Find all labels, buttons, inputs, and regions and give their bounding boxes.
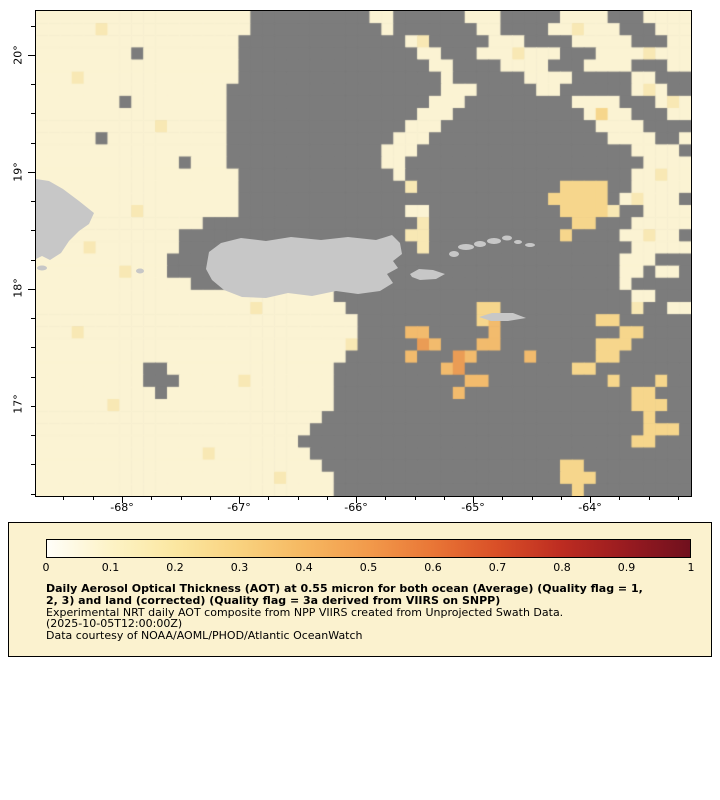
colorbar-tick: 0.5	[359, 561, 378, 574]
lat-axis-label: 19°	[11, 162, 25, 182]
lat-axis-label: 18°	[11, 278, 25, 298]
colorbar-tick: 0.8	[553, 561, 571, 574]
lat-tick-mark	[28, 288, 35, 290]
map-plot-area	[35, 10, 692, 497]
land-hispaniola	[36, 179, 94, 260]
land-virgin-island-1	[458, 244, 474, 250]
land-virgin-island-4	[502, 235, 512, 241]
lon-axis-label: -68°	[110, 501, 134, 514]
colorbar-tick-labels: 0 0.1 0.2 0.3 0.4 0.5 0.6 0.7 0.8 0.9 1	[42, 561, 695, 575]
lon-tick-mark	[356, 496, 358, 503]
colorbar-tick: 1	[687, 561, 695, 574]
lat-axis-label: 17°	[11, 394, 25, 414]
land-st-croix	[479, 313, 526, 321]
colorbar-tick: 0.2	[166, 561, 184, 574]
lon-tick-mark	[473, 496, 475, 503]
land-virgin-island-5	[514, 240, 522, 244]
land-virgin-island-6	[525, 243, 535, 247]
land-culebra	[449, 251, 459, 257]
lon-axis-label: -64°	[578, 501, 602, 514]
lat-axis-label: 20°	[11, 45, 25, 65]
colorbar-tick: 0.1	[101, 561, 120, 574]
legend-title-line-1: Daily Aerosol Optical Thickness (AOT) at…	[46, 582, 643, 595]
land-overlay	[36, 179, 535, 321]
legend-panel: 0 0.1 0.2 0.3 0.4 0.5 0.6 0.7 0.8 0.9 1 …	[8, 522, 712, 657]
land-puerto-rico	[206, 235, 402, 298]
legend-credit: Data courtesy of NOAA/AOML/PHOD/Atlantic…	[46, 629, 363, 643]
colorbar-tick: 0	[42, 561, 50, 574]
lat-tick-mark	[28, 55, 35, 56]
colorbar-tick: 0.4	[295, 561, 313, 574]
land-virgin-island-2	[474, 241, 486, 247]
land-vieques	[410, 269, 445, 280]
land-mona-island	[136, 268, 144, 274]
colorbar-gradient	[46, 539, 691, 558]
legend-description: Experimental NRT daily AOT composite fro…	[46, 605, 564, 619]
lon-axis-label: -66°	[344, 501, 368, 514]
lon-axis-label: -67°	[227, 501, 251, 514]
lon-tick-mark	[239, 496, 241, 503]
legend-title-line-2: 2, 3) and land (corrected) (Quality flag…	[46, 593, 501, 607]
colorbar-tick: 0.6	[424, 561, 442, 574]
colorbar-tick: 0.7	[488, 561, 507, 574]
land-virgin-island-3	[487, 238, 501, 244]
legend-timestamp: (2025-10-05T12:00:00Z)	[46, 617, 183, 631]
colorbar-tick: 0.9	[617, 561, 636, 574]
lon-tick-mark	[590, 496, 592, 503]
colorbar-tick: 0.3	[230, 561, 249, 574]
lon-tick-mark	[121, 496, 123, 503]
lon-axis-label: -65°	[461, 501, 485, 514]
legend-text-block: Daily Aerosol Optical Thickness (AOT) at…	[46, 583, 643, 642]
lat-tick-mark	[28, 171, 35, 173]
land-hispaniola-islet	[37, 265, 47, 271]
